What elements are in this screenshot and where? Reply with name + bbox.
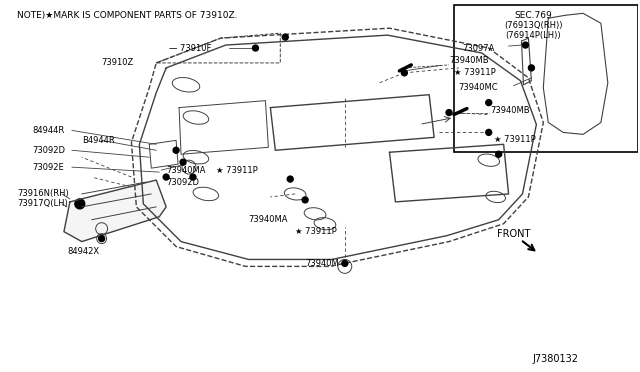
- Circle shape: [446, 110, 452, 116]
- Text: FRONT: FRONT: [497, 229, 530, 239]
- Text: 84942X: 84942X: [67, 247, 99, 256]
- Circle shape: [529, 65, 534, 71]
- Text: 73092D: 73092D: [32, 146, 65, 155]
- Circle shape: [190, 174, 196, 180]
- Bar: [454, 5, 637, 152]
- Text: 73916N(RH): 73916N(RH): [17, 189, 69, 198]
- Text: SEC.769: SEC.769: [515, 11, 552, 20]
- Text: 73940M: 73940M: [305, 259, 339, 268]
- Text: NOTE)★MARK IS COMPONENT PARTS OF 73910Z.: NOTE)★MARK IS COMPONENT PARTS OF 73910Z.: [17, 11, 238, 20]
- Text: B4944R: B4944R: [82, 136, 115, 145]
- Text: (76913Q(RH)): (76913Q(RH)): [504, 21, 563, 30]
- Text: 73940MA: 73940MA: [248, 215, 288, 224]
- Text: 73940MB: 73940MB: [449, 57, 489, 65]
- Circle shape: [302, 197, 308, 203]
- Text: 73092E: 73092E: [32, 163, 64, 171]
- Circle shape: [253, 45, 259, 51]
- Circle shape: [486, 129, 492, 135]
- Text: 73940MA: 73940MA: [166, 166, 205, 174]
- Circle shape: [173, 147, 179, 153]
- Text: J7380132: J7380132: [532, 354, 578, 364]
- Text: 73940MC: 73940MC: [458, 83, 497, 92]
- Text: 73097A: 73097A: [462, 44, 494, 52]
- Circle shape: [99, 235, 104, 241]
- Text: 73910Z: 73910Z: [102, 58, 134, 67]
- Text: 73940MB: 73940MB: [491, 106, 531, 115]
- Circle shape: [282, 34, 288, 40]
- Text: — 73910F: — 73910F: [169, 44, 211, 52]
- Text: ★ 73911P: ★ 73911P: [295, 227, 337, 236]
- Text: 73092D: 73092D: [166, 177, 199, 186]
- Text: ★ 73911P: ★ 73911P: [493, 135, 536, 144]
- Polygon shape: [64, 180, 166, 241]
- Circle shape: [522, 42, 529, 48]
- Circle shape: [287, 176, 293, 182]
- Text: ★ 73911P: ★ 73911P: [216, 166, 257, 174]
- Text: 84944R: 84944R: [32, 126, 65, 135]
- Circle shape: [342, 260, 348, 266]
- Circle shape: [486, 100, 492, 106]
- Circle shape: [163, 174, 169, 180]
- Circle shape: [180, 159, 186, 165]
- Text: (76914P(LH)): (76914P(LH)): [506, 31, 561, 40]
- Circle shape: [75, 199, 84, 209]
- Circle shape: [495, 151, 502, 157]
- Text: 73917Q(LH): 73917Q(LH): [17, 199, 68, 208]
- Circle shape: [401, 70, 407, 76]
- Text: ★ 73911P: ★ 73911P: [454, 68, 496, 77]
